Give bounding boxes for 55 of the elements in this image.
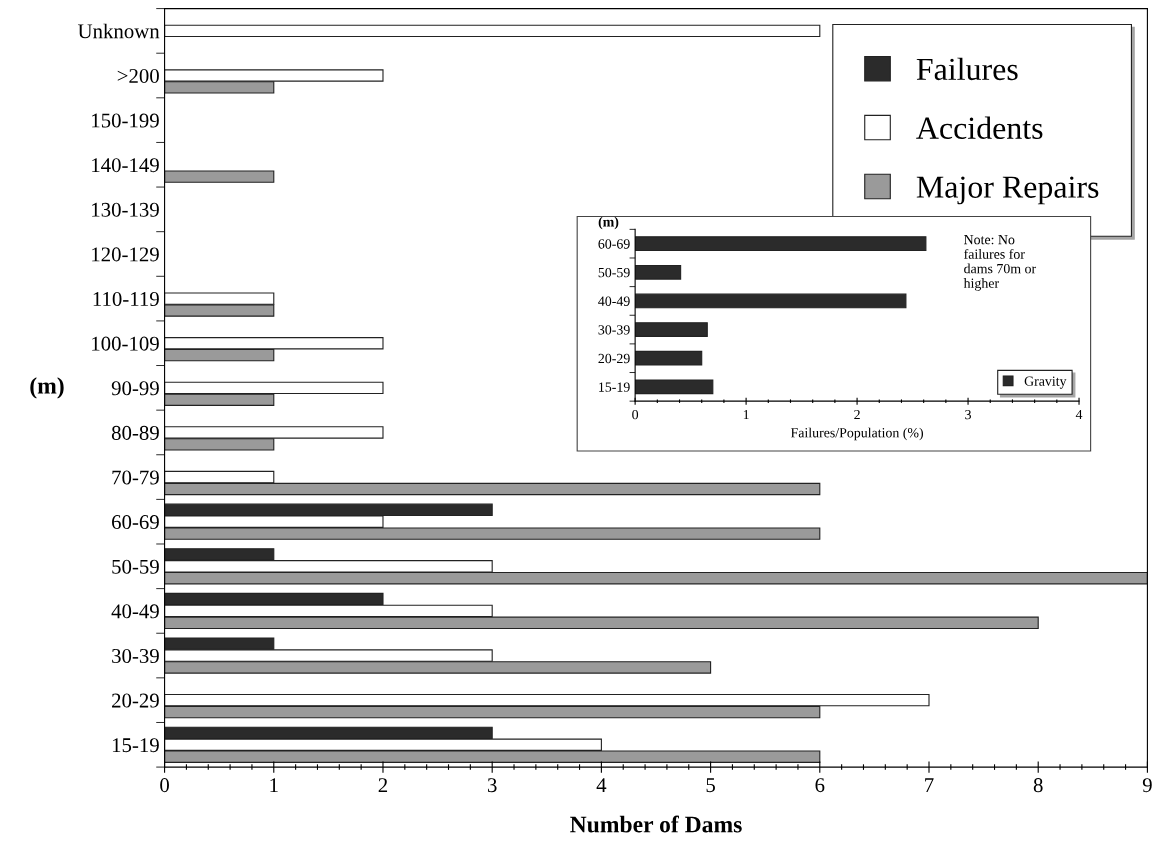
legend-label: Gravity: [1024, 376, 1067, 389]
x-tick-label: 3: [487, 778, 497, 793]
y-tick-label: 50-59: [598, 267, 630, 278]
bar: [635, 379, 714, 395]
y-tick-label: 30-39: [112, 648, 159, 663]
x-tick-label: 4: [596, 778, 607, 792]
x-axis-title: Number of Dams: [570, 815, 742, 833]
bar: [635, 264, 682, 280]
y-tick-label: 15-19: [599, 382, 630, 392]
y-tick-label: 100-109: [92, 336, 159, 351]
y-tick-label: Unknown: [77, 23, 160, 39]
x-tick-label: 3: [965, 409, 971, 420]
bar: [635, 322, 708, 337]
x-tick-label: 2: [854, 409, 860, 420]
x-tick-label: 0: [632, 409, 639, 420]
bar: [164, 170, 275, 183]
y-tick-label: 60-69: [112, 515, 159, 530]
y-tick-label: 90-99: [111, 381, 159, 396]
y-tick-label: 15-19: [112, 738, 159, 753]
y-tick-label: 20-29: [598, 353, 630, 364]
y-tick-label: >200: [117, 68, 159, 83]
y-tick-label: 60-69: [598, 239, 630, 249]
y-tick-label: 110-119: [93, 291, 159, 307]
y-axis-title: (m): [30, 377, 64, 399]
y-tick-label: 50-59: [112, 559, 159, 574]
legend-label: Accidents: [916, 116, 1043, 140]
legend-label: Failures: [916, 57, 1018, 81]
bar: [635, 236, 927, 252]
x-tick-label: 7: [925, 778, 934, 792]
bar: [635, 350, 703, 366]
x-tick-label: 6: [815, 778, 825, 793]
x-tick-label: 8: [1033, 778, 1043, 793]
bar: [635, 293, 907, 309]
x-tick-label: 1: [270, 778, 278, 792]
x-tick-label: 2: [378, 778, 388, 792]
bar: [164, 24, 821, 38]
y-tick-label: 80-89: [111, 425, 159, 440]
x-tick-label: 9: [1142, 778, 1152, 793]
y-tick-label: 40-49: [111, 604, 159, 619]
x-tick-label: 0: [160, 778, 169, 793]
y-tick-label: 130-139: [92, 202, 159, 217]
x-tick-label: 5: [706, 778, 715, 793]
y-tick-label: 30-39: [598, 325, 630, 335]
legend-label: Major Repairs: [916, 176, 1099, 205]
annotation: Note: No failures for dams 70m or higher: [963, 235, 1037, 291]
x-tick-label: 4: [1075, 409, 1083, 420]
y-tick-label: 150-199: [92, 113, 159, 128]
y-tick-label: 70-79: [112, 470, 159, 485]
y-axis-title: (m): [598, 216, 619, 230]
y-tick-label: 120-129: [92, 247, 159, 262]
y-tick-label: 140-149: [92, 158, 159, 173]
x-tick-label: 1: [743, 409, 749, 420]
y-tick-label: 40-49: [598, 296, 630, 306]
x-axis-title: Failures/Population (%): [790, 427, 924, 441]
y-tick-label: 20-29: [112, 693, 159, 708]
